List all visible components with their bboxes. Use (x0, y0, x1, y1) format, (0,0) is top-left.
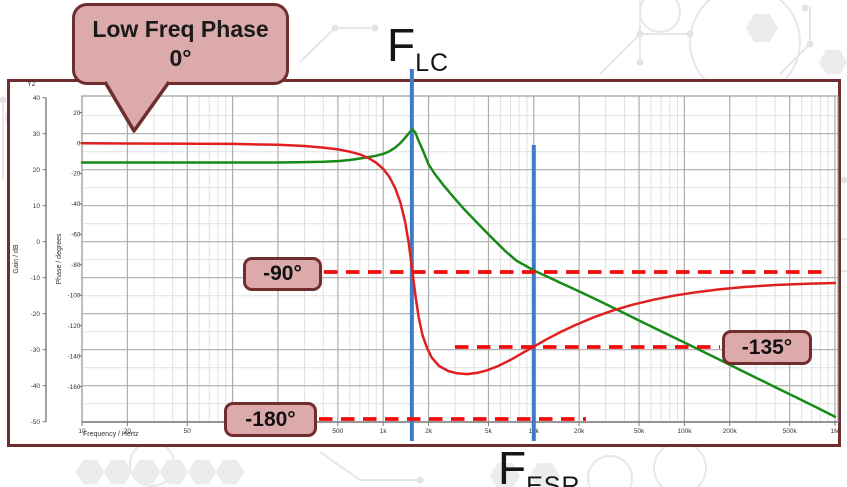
pattern-node-dot (636, 30, 644, 38)
pattern-hexagon (530, 463, 560, 487)
x-tick-label: 2k (425, 428, 433, 435)
pattern-node-dot (636, 58, 644, 66)
pattern-hexagon (188, 459, 216, 485)
flc-subscript: LC (415, 49, 450, 77)
x-tick-label: 500k (783, 428, 798, 435)
callout-low-freq-phase: Low Freq Phase 0° (72, 3, 289, 85)
phase-tick-label: -120 (67, 323, 80, 330)
x-tick-label: 100k (677, 428, 692, 435)
gain-tick-label: 10 (33, 203, 41, 210)
phase-tick-label: -80 (71, 262, 81, 269)
callout-line2: 0° (169, 45, 192, 71)
pattern-node-dot (331, 24, 339, 32)
phase-tick-label: 20 (73, 110, 81, 117)
phase-marker-90: -90° (243, 257, 322, 291)
phase-axis-title: Phase / degrees (56, 233, 63, 285)
phase-tick-label: -140 (67, 353, 80, 360)
pattern-hexagon (746, 14, 778, 42)
gain-tick-label: 0 (36, 239, 40, 246)
x-tick-label: 50k (634, 428, 645, 435)
pattern-hexagon (216, 459, 244, 485)
x-tick-label: 500 (332, 428, 343, 435)
gain-axis-title: Gain / dB (13, 244, 20, 274)
gain-tick-label: -10 (31, 275, 41, 282)
x-tick-label: 1M (830, 428, 839, 435)
x-tick-label: 200k (723, 428, 738, 435)
x-tick-label: 20k (574, 428, 585, 435)
pattern-trace (319, 451, 420, 481)
pattern-circle (587, 455, 633, 487)
pattern-node-dot (840, 176, 847, 184)
axis-ticks (42, 97, 836, 426)
callout-line1: Low Freq Phase (92, 16, 269, 43)
phase-marker-135-label: -135° (741, 335, 793, 359)
gain-tick-label: 20 (33, 167, 41, 174)
pattern-hexagon (490, 463, 520, 487)
y2-axis-name: Y2 (27, 81, 36, 88)
pattern-hexagon (76, 459, 104, 485)
pattern-hexagon (819, 49, 847, 75)
phase-tick-label: -100 (67, 293, 80, 300)
frequency-axis-title: Frequency / Hertz (83, 431, 139, 438)
fesr-subscript: ESR (526, 472, 581, 487)
axis-tick-labels: 1020501002005001k2k5k10k20k50k100k200k50… (31, 95, 840, 435)
gain-tick-label: 30 (33, 131, 41, 138)
pattern-node-dot (0, 96, 7, 104)
phase-tick-label: -160 (67, 384, 80, 391)
grid-minor (82, 96, 838, 422)
phase-tick-label: -60 (71, 232, 81, 239)
pattern-hexagon (104, 459, 132, 485)
callout-tail (103, 80, 171, 133)
phase-curve (80, 142, 837, 376)
x-tick-label: 1k (380, 428, 388, 435)
pattern-node-dot (416, 476, 424, 484)
x-tick-label: 10 (78, 428, 86, 435)
grid-major (81, 96, 838, 422)
fesr-symbol: F (498, 442, 527, 487)
phase-tick-label: 0 (77, 140, 81, 147)
phase-marker-180: -180° (224, 402, 317, 437)
phase-marker-180-label: -180° (245, 407, 296, 431)
gain-tick-label: 40 (33, 95, 41, 102)
axes (45, 97, 838, 423)
flc-symbol: F (387, 19, 416, 71)
gain-tick-label: -50 (31, 419, 41, 426)
x-tick-label: 20 (124, 428, 132, 435)
x-tick-label: 5k (485, 428, 493, 435)
pattern-node-dot (801, 4, 809, 12)
cursor-label-fesr: FESR (498, 441, 581, 487)
x-tick-label: 50 (184, 428, 192, 435)
gain-tick-label: -30 (31, 347, 41, 354)
pattern-node-dot (686, 30, 694, 38)
gain-tick-label: -40 (31, 383, 41, 390)
phase-tick-label: -40 (71, 201, 81, 208)
cursor-label-flc: FLC (387, 18, 449, 78)
pattern-node-dot (806, 40, 814, 48)
pattern-hexagon (160, 459, 188, 485)
gain-tick-label: -20 (31, 311, 41, 318)
phase-marker-135: -135° (722, 330, 812, 365)
pattern-node-dot (371, 24, 379, 32)
phase-tick-label: -20 (71, 171, 81, 178)
phase-marker-90-label: -90° (263, 262, 302, 285)
pattern-hexagon (132, 459, 160, 485)
